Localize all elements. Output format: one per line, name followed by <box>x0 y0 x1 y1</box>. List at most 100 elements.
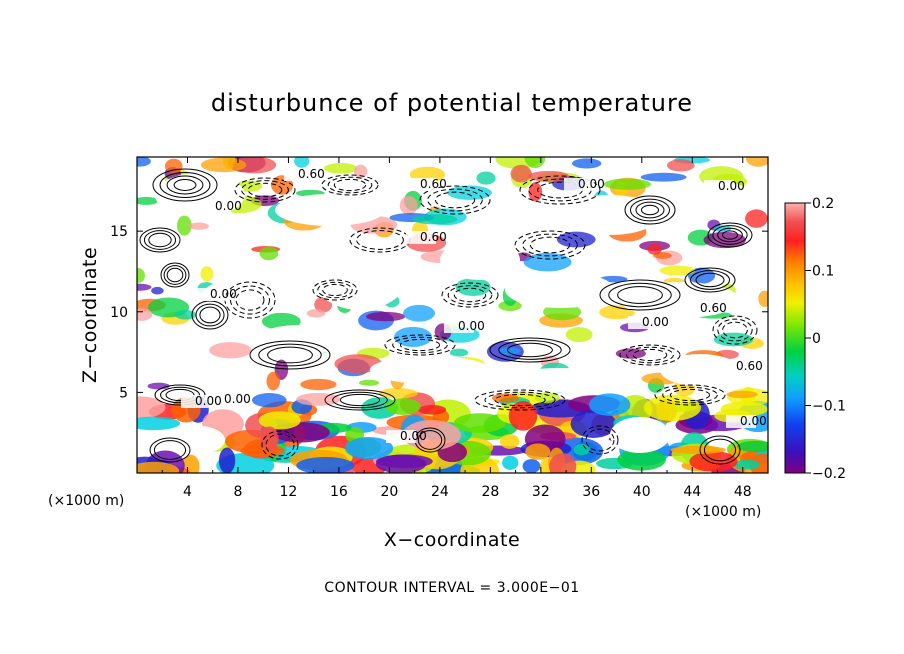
field-patch <box>334 354 383 374</box>
field-patch <box>260 426 279 452</box>
contour-label-bg <box>386 430 416 443</box>
field-patch <box>176 215 192 236</box>
contour-line-positive <box>707 222 753 248</box>
field-patch <box>365 311 406 322</box>
field-patch <box>188 222 209 230</box>
field-patch <box>403 304 435 322</box>
x-tick-label: 48 <box>734 484 752 500</box>
x-tick-label: 40 <box>633 484 651 500</box>
contour-line-positive <box>699 435 741 465</box>
field-patch <box>137 461 180 473</box>
contour-line-negative <box>712 315 758 345</box>
field-patch <box>175 426 225 454</box>
field-patch <box>306 309 326 318</box>
contour-line-negative <box>654 384 726 406</box>
x-unit-label-right: (×1000 m) <box>685 504 761 520</box>
contour-label-bg <box>196 288 226 301</box>
field-patch <box>455 277 491 296</box>
field-patch <box>300 378 337 391</box>
contour-line-positive <box>173 179 197 191</box>
contour-line-positive <box>139 227 181 253</box>
field-patch <box>525 443 551 460</box>
contour-line-positive <box>267 346 313 364</box>
field-patch <box>385 398 421 415</box>
contour-line-positive <box>617 286 663 304</box>
field-patch <box>570 410 617 438</box>
field-patch <box>685 182 755 218</box>
contour-line-positive <box>608 282 672 308</box>
field-patch <box>394 326 433 347</box>
field-patch <box>137 283 152 291</box>
contour-label: 0.00 <box>215 199 242 213</box>
colorbar-tick-label: 0.1 <box>812 264 834 280</box>
field-patch <box>523 252 572 272</box>
field-patch <box>560 195 660 235</box>
contour-line-positive <box>624 195 676 225</box>
field-patch <box>737 440 768 453</box>
field-patch <box>200 266 214 282</box>
field-patch <box>510 368 610 392</box>
contour-line-negative <box>399 338 441 352</box>
contour-line-negative <box>632 348 668 362</box>
x-tick-label: 32 <box>532 484 550 500</box>
colorbar-tick-label: −0.2 <box>812 466 846 482</box>
contour-line-positive <box>635 201 665 219</box>
field-patch <box>402 420 461 451</box>
field-patch <box>659 265 696 276</box>
x-axis: 4 8 12 16 20 24 28 32 36 40 44 48 <box>161 157 752 500</box>
contour-line-negative <box>474 389 566 411</box>
contour-line-negative <box>392 336 448 354</box>
contour-line-negative <box>321 174 379 196</box>
contour-label-bg <box>564 178 594 191</box>
contour-line-positive <box>599 279 681 311</box>
contour-line-negative <box>265 433 295 457</box>
contour-line-positive <box>166 267 184 283</box>
field-patch <box>549 453 577 473</box>
colorbar: 0.2 0.1 0 −0.1 −0.2 <box>784 196 846 482</box>
colorbar-tick-label: 0.2 <box>812 196 834 212</box>
x-tick-label: 4 <box>183 484 192 500</box>
contour-line-negative <box>585 428 615 452</box>
field-patch <box>510 164 532 183</box>
contour-label: 0.60 <box>298 167 325 181</box>
contour-interval-note: CONTOUR INTERVAL = 3.000E−01 <box>324 580 579 596</box>
field-patch <box>733 459 761 470</box>
field-patch <box>200 157 247 173</box>
contour-line-negative <box>581 425 619 455</box>
contour-line-positive <box>641 204 659 216</box>
field-patch <box>418 404 447 415</box>
field-patch <box>296 392 341 406</box>
x-tick-label: 16 <box>330 484 348 500</box>
contour-label: 0.00 <box>578 177 605 191</box>
field-patch <box>218 447 236 473</box>
field-patch <box>174 309 197 320</box>
contour-line-positive <box>258 343 322 367</box>
contour-label-bg <box>406 178 436 191</box>
field-patch <box>726 390 758 399</box>
field-patch <box>378 388 418 399</box>
y-tick-label: 5 <box>119 385 128 401</box>
contour-line-positive <box>332 391 388 409</box>
x-tick-label: 36 <box>582 484 600 500</box>
contour-label: 0.00 <box>642 315 669 329</box>
contour-line-positive <box>152 168 218 202</box>
field-patch <box>399 196 418 215</box>
field-patch <box>323 163 358 174</box>
contour-line-negative <box>522 233 578 257</box>
field-patch <box>522 459 541 473</box>
contour-label-bg <box>628 316 658 329</box>
contour-line-negative <box>619 344 681 366</box>
contour-line-positive <box>163 265 187 285</box>
contour-line-negative <box>261 430 299 460</box>
field-patch <box>354 164 368 179</box>
contour-lines <box>139 168 758 465</box>
contour-label: 0.00 <box>718 179 745 193</box>
contour-line-negative <box>626 346 674 364</box>
contour-line-positive <box>153 440 187 460</box>
field-patch <box>528 182 543 202</box>
chart-title: disturbunce of potential temperature <box>211 89 693 117</box>
field-patch <box>151 286 164 295</box>
contour-line-negative <box>317 281 353 299</box>
field-patch <box>508 401 538 431</box>
contour-line-negative <box>322 283 348 297</box>
